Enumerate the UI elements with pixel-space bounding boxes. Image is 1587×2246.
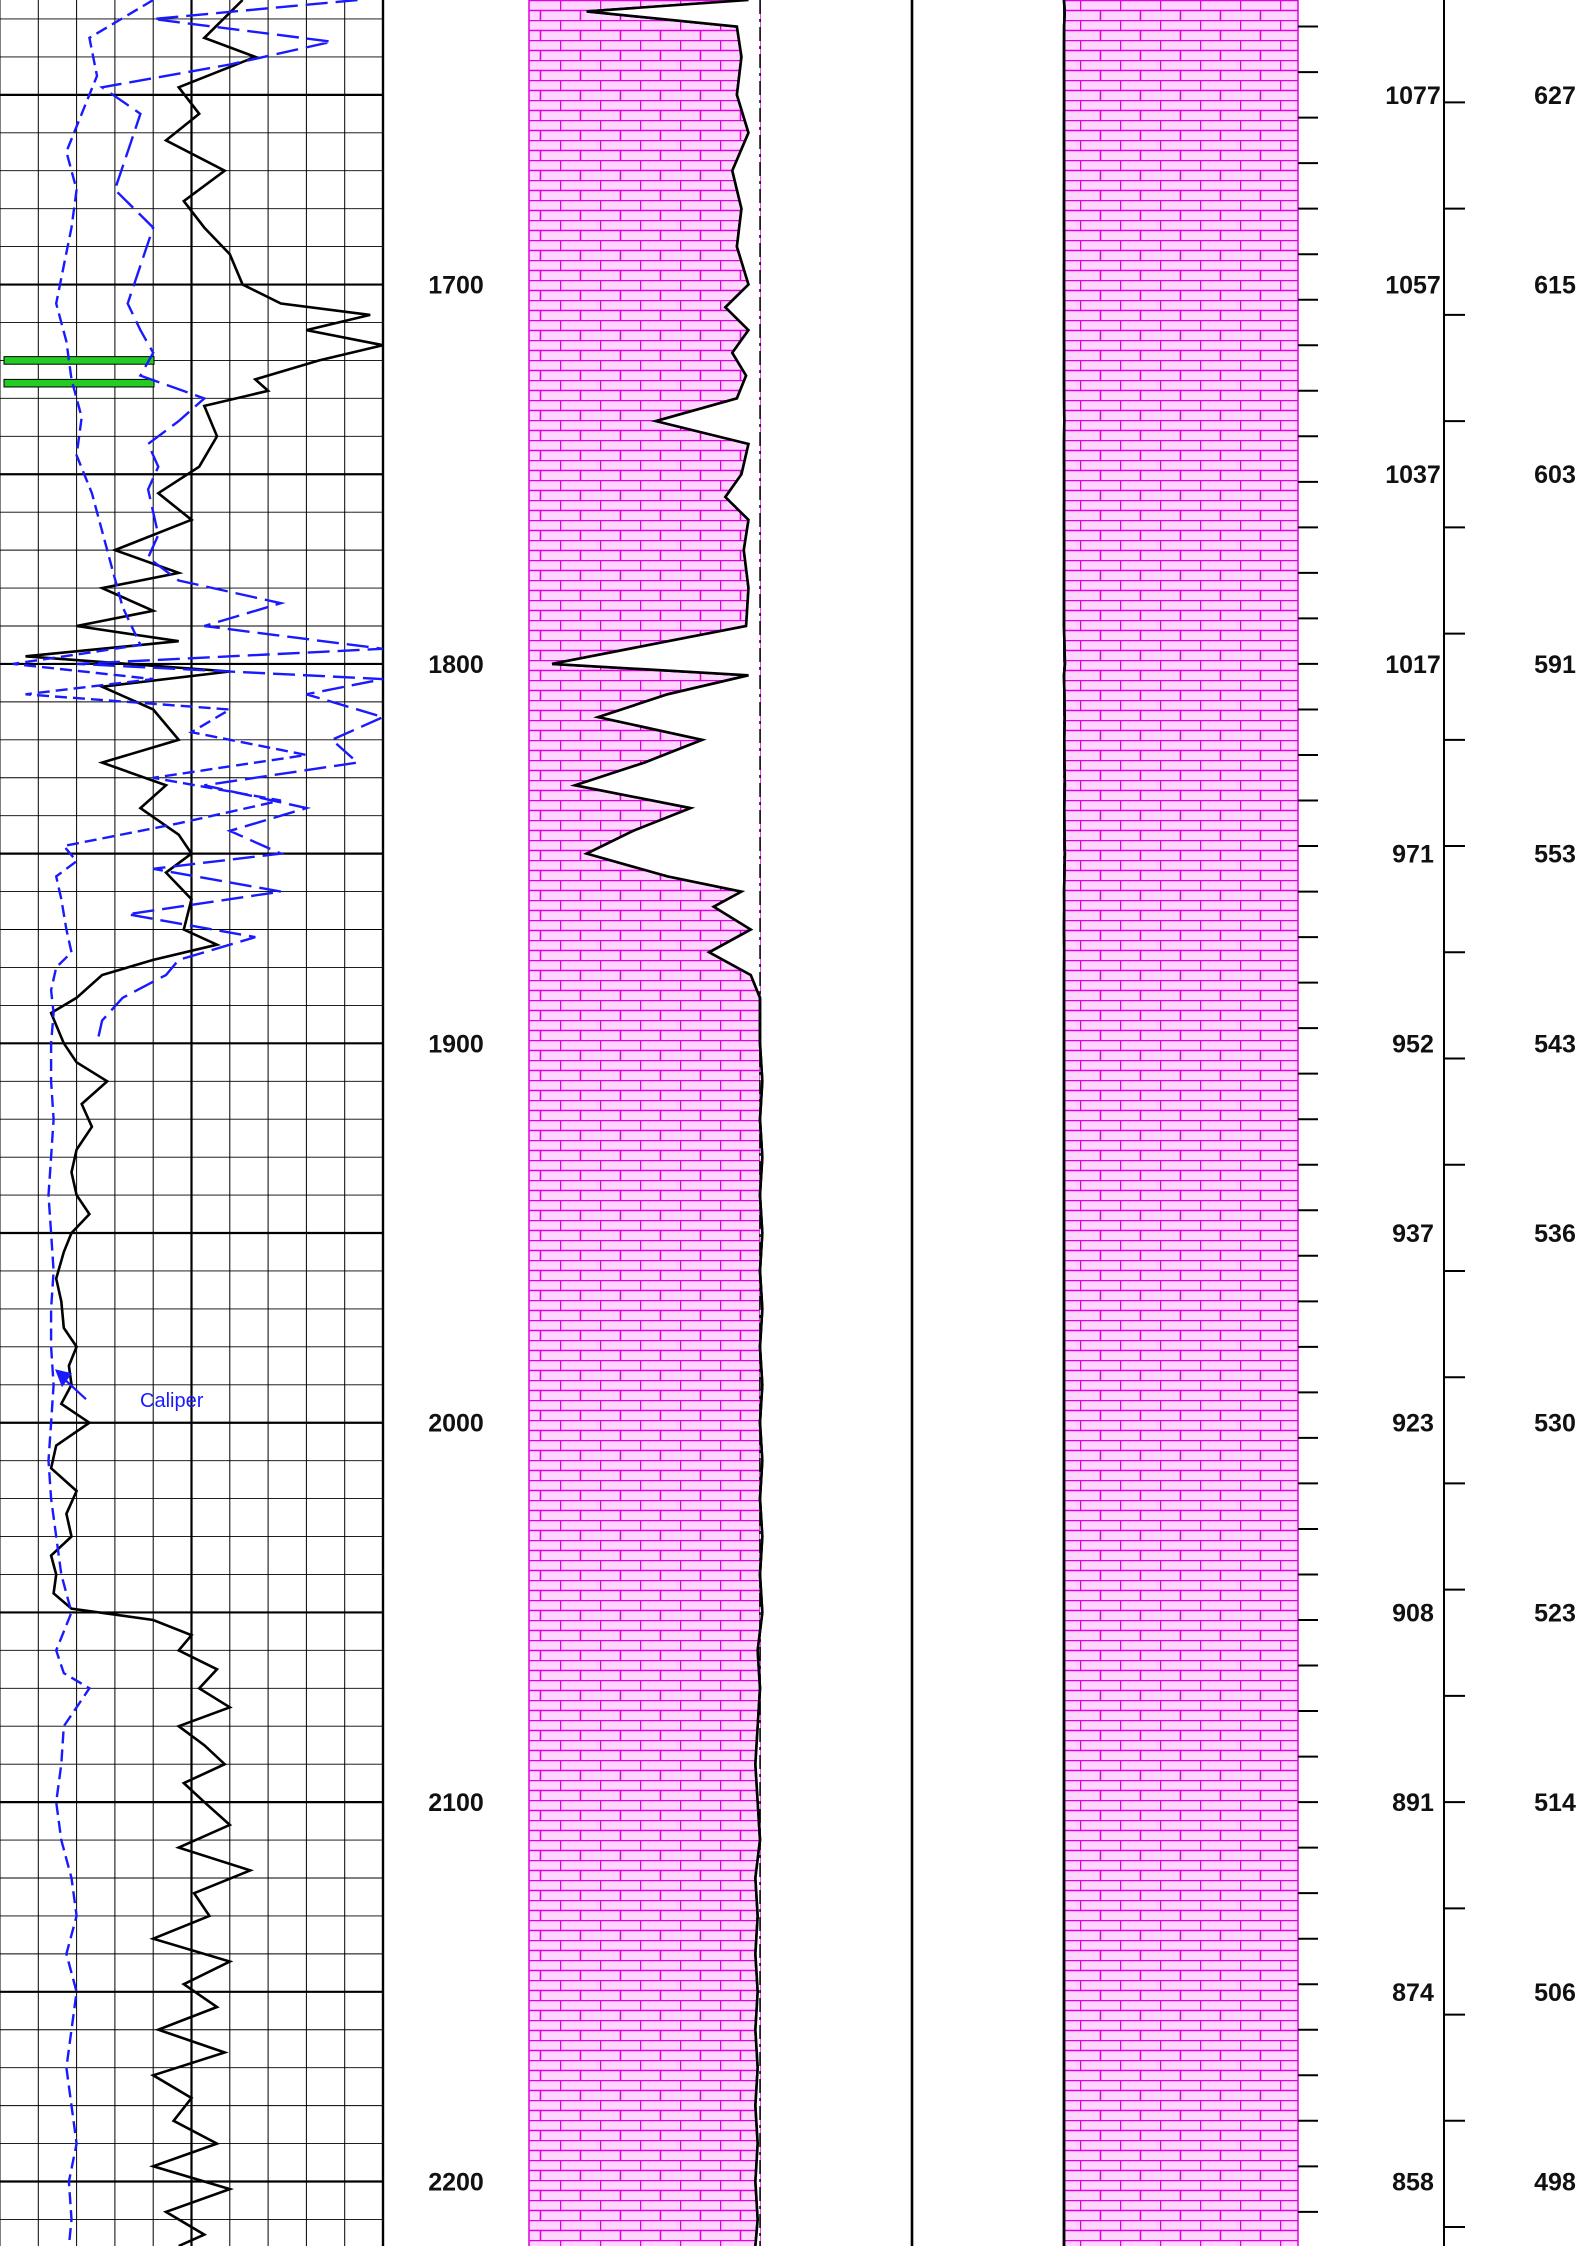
scale-b-label: 543 xyxy=(1534,1030,1576,1058)
scale-b-label: 523 xyxy=(1534,1599,1576,1627)
depth-label: 1700 xyxy=(428,272,484,300)
lithology-track-right xyxy=(910,0,1299,2246)
scale-b-label: 498 xyxy=(1534,2169,1576,2197)
scale-b-label: 530 xyxy=(1534,1410,1576,1438)
scale-a-label: 891 xyxy=(1392,1789,1434,1817)
neutron-curve xyxy=(76,0,387,1044)
depth-label: 2100 xyxy=(428,1789,484,1817)
scale-b-label: 506 xyxy=(1534,1979,1576,2007)
gamma-ray-curve xyxy=(25,0,384,2246)
scale-a-label: 952 xyxy=(1392,1030,1434,1058)
scale-a-label: 971 xyxy=(1392,841,1434,869)
caliper-curve xyxy=(12,0,307,2246)
scale-a-label: 923 xyxy=(1392,1410,1434,1438)
scale-b-label: 615 xyxy=(1534,272,1576,300)
scale-b-label: 514 xyxy=(1534,1789,1576,1817)
depth-label: 2000 xyxy=(428,1410,484,1438)
annotation-arrowhead xyxy=(55,1369,72,1388)
scale-columns: 1077 1057 1037 1017 971 952 937 923 908 891 874 858… xyxy=(1298,0,1576,2246)
log-track-1: Caliper xyxy=(0,0,387,2246)
gas-show-fill xyxy=(3,356,155,365)
depth-axis: 1700 1800 1900 2000 2100 2200 xyxy=(428,272,484,2197)
scale-b-label: 603 xyxy=(1534,461,1576,489)
caliper-annotation-label: Caliper xyxy=(140,1390,204,1412)
scale-a-label: 937 xyxy=(1392,1220,1434,1248)
scale-a-label: 1017 xyxy=(1385,651,1441,679)
limestone-fill xyxy=(1064,0,1298,2246)
scale-a-label: 1037 xyxy=(1385,461,1441,489)
gas-show-fill xyxy=(3,378,155,388)
depth-label: 1800 xyxy=(428,651,484,679)
limestone-fill xyxy=(529,0,760,2246)
scale-b-label: 591 xyxy=(1534,651,1576,679)
scale-b-label: 627 xyxy=(1534,82,1576,110)
curve-cutout xyxy=(552,0,763,2246)
scale-a-label: 1077 xyxy=(1385,82,1441,110)
scale-a-label: 874 xyxy=(1392,1979,1434,2007)
lithology-curve-left-line xyxy=(551,0,764,2246)
scale-b-label: 553 xyxy=(1534,841,1576,869)
scale-b-label: 536 xyxy=(1534,1220,1576,1248)
scale-a-label: 1057 xyxy=(1385,272,1441,300)
depth-label: 2200 xyxy=(428,2169,484,2197)
scale-a-label: 858 xyxy=(1392,2169,1434,2197)
depth-label: 1900 xyxy=(428,1030,484,1058)
lithology-track-left xyxy=(528,0,764,2246)
scale-a-label: 908 xyxy=(1392,1599,1434,1627)
